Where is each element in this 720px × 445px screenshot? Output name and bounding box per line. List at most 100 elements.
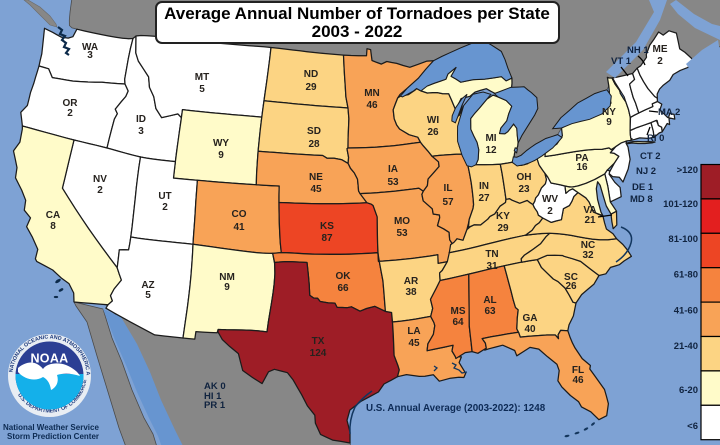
svg-text:WI: WI [427, 115, 439, 126]
svg-text:VT 1: VT 1 [611, 56, 632, 67]
svg-text:HI 1: HI 1 [204, 391, 222, 402]
svg-text:<6: <6 [687, 421, 698, 432]
svg-text:41-60: 41-60 [674, 306, 698, 317]
svg-text:Average Annual Number of Torna: Average Annual Number of Tornadoes per S… [164, 4, 550, 23]
svg-text:NM: NM [219, 272, 235, 283]
svg-text:SC: SC [564, 272, 578, 283]
svg-text:53: 53 [387, 177, 399, 188]
svg-text:81-100: 81-100 [668, 234, 698, 245]
svg-text:NV: NV [93, 174, 107, 185]
svg-text:ME: ME [653, 44, 668, 55]
svg-text:U.S. Annual Average (2003-2022: U.S. Annual Average (2003-2022): 1248 [366, 403, 546, 414]
svg-text:ND: ND [304, 69, 318, 80]
svg-text:21: 21 [584, 215, 596, 226]
svg-text:16: 16 [576, 162, 588, 173]
svg-text:OH: OH [517, 172, 532, 183]
svg-text:21-40: 21-40 [674, 341, 698, 352]
svg-text:45: 45 [408, 338, 420, 349]
svg-text:46: 46 [366, 100, 378, 111]
svg-text:63: 63 [484, 306, 496, 317]
svg-text:NY: NY [602, 107, 616, 118]
svg-text:27: 27 [478, 193, 490, 204]
svg-text:26: 26 [565, 281, 577, 292]
svg-text:8: 8 [50, 221, 56, 232]
svg-text:ID: ID [136, 114, 146, 125]
svg-text:32: 32 [582, 250, 594, 261]
svg-text:VA: VA [583, 205, 596, 216]
svg-text:2: 2 [67, 108, 73, 119]
svg-text:MA 2: MA 2 [658, 107, 680, 118]
svg-text:FL: FL [572, 365, 584, 376]
svg-text:41: 41 [233, 222, 245, 233]
svg-text:NOAA: NOAA [30, 352, 68, 366]
svg-text:Storm Prediction Center: Storm Prediction Center [7, 432, 99, 441]
svg-text:6-20: 6-20 [679, 385, 698, 396]
svg-text:KY: KY [496, 211, 510, 222]
svg-text:IN: IN [479, 181, 489, 192]
svg-text:CT 2: CT 2 [640, 151, 661, 162]
svg-text:CA: CA [46, 210, 60, 221]
svg-text:KS: KS [320, 221, 334, 232]
svg-text:9: 9 [224, 282, 230, 293]
svg-text:AK 0: AK 0 [204, 381, 226, 392]
svg-text:AZ: AZ [141, 280, 154, 291]
svg-text:40: 40 [524, 324, 536, 335]
svg-text:AR: AR [404, 276, 419, 287]
svg-text:MO: MO [394, 216, 410, 227]
svg-text:2003 - 2022: 2003 - 2022 [312, 22, 403, 41]
svg-text:National Weather Service: National Weather Service [3, 423, 99, 432]
svg-text:66: 66 [337, 283, 349, 294]
svg-text:57: 57 [442, 197, 454, 208]
svg-text:LA: LA [407, 326, 420, 337]
svg-text:IL: IL [444, 183, 453, 194]
svg-text:GA: GA [523, 313, 538, 324]
svg-text:9: 9 [606, 117, 612, 128]
svg-text:AL: AL [483, 295, 496, 306]
svg-text:2: 2 [97, 185, 103, 196]
svg-text:53: 53 [396, 228, 408, 239]
svg-text:OK: OK [336, 271, 352, 282]
svg-text:87: 87 [321, 233, 333, 244]
svg-text:PR 1: PR 1 [204, 400, 226, 411]
svg-text:38: 38 [405, 287, 417, 298]
svg-text:NJ 2: NJ 2 [636, 166, 656, 177]
svg-text:MT: MT [195, 72, 209, 83]
svg-text:TX: TX [312, 336, 325, 347]
svg-text:64: 64 [452, 317, 464, 328]
svg-text:>120: >120 [677, 165, 698, 176]
svg-text:WV: WV [542, 194, 558, 205]
svg-text:NH 1: NH 1 [627, 45, 649, 56]
svg-text:TN: TN [485, 249, 498, 260]
svg-text:NC: NC [581, 240, 595, 251]
svg-text:12: 12 [485, 145, 497, 156]
svg-text:29: 29 [305, 82, 317, 93]
svg-text:26: 26 [427, 127, 439, 138]
svg-text:2: 2 [547, 206, 553, 217]
svg-text:5: 5 [145, 290, 151, 301]
svg-text:IA: IA [388, 164, 398, 175]
svg-text:28: 28 [308, 139, 320, 150]
svg-text:46: 46 [572, 375, 584, 386]
svg-text:MN: MN [364, 88, 380, 99]
svg-text:2: 2 [657, 56, 663, 67]
svg-text:2: 2 [162, 202, 168, 213]
svg-text:101-120: 101-120 [663, 199, 698, 210]
svg-text:31: 31 [486, 261, 498, 272]
svg-text:124: 124 [310, 348, 327, 359]
svg-text:5: 5 [199, 84, 205, 95]
svg-text:WA: WA [82, 42, 98, 53]
svg-text:MS: MS [451, 306, 466, 317]
svg-text:MD 8: MD 8 [630, 194, 653, 205]
svg-text:NE: NE [309, 172, 323, 183]
svg-text:DE 1: DE 1 [632, 182, 654, 193]
svg-text:61-80: 61-80 [674, 270, 698, 281]
svg-text:45: 45 [310, 184, 322, 195]
svg-text:CO: CO [232, 209, 247, 220]
svg-text:UT: UT [158, 191, 171, 202]
svg-text:MI: MI [485, 133, 496, 144]
svg-text:29: 29 [497, 223, 509, 234]
svg-text:23: 23 [518, 184, 530, 195]
svg-text:OR: OR [63, 98, 79, 109]
svg-text:WY: WY [213, 138, 229, 149]
svg-text:PA: PA [575, 153, 588, 164]
